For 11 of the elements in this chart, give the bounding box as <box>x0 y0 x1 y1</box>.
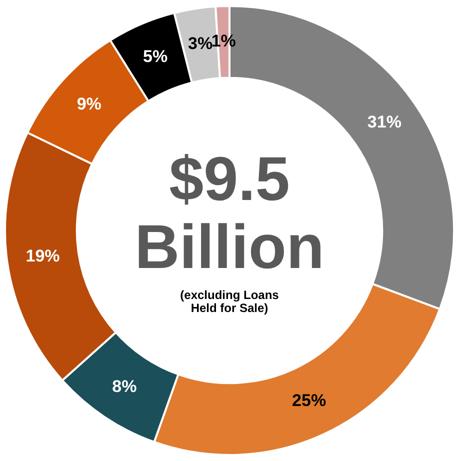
text: (excluding Loans Held for Sale) <box>179 288 280 315</box>
data-label: 1% <box>211 32 236 51</box>
text: Billion <box>134 213 324 282</box>
data-label: 9% <box>76 94 102 114</box>
data-label: 31% <box>367 112 402 132</box>
data-label: 25% <box>292 391 326 410</box>
data-label: 5% <box>143 46 168 66</box>
data-label: 19% <box>26 246 60 266</box>
text: $9.5 <box>169 145 290 214</box>
data-label: 8% <box>112 376 137 396</box>
data-label: 3% <box>188 34 213 53</box>
